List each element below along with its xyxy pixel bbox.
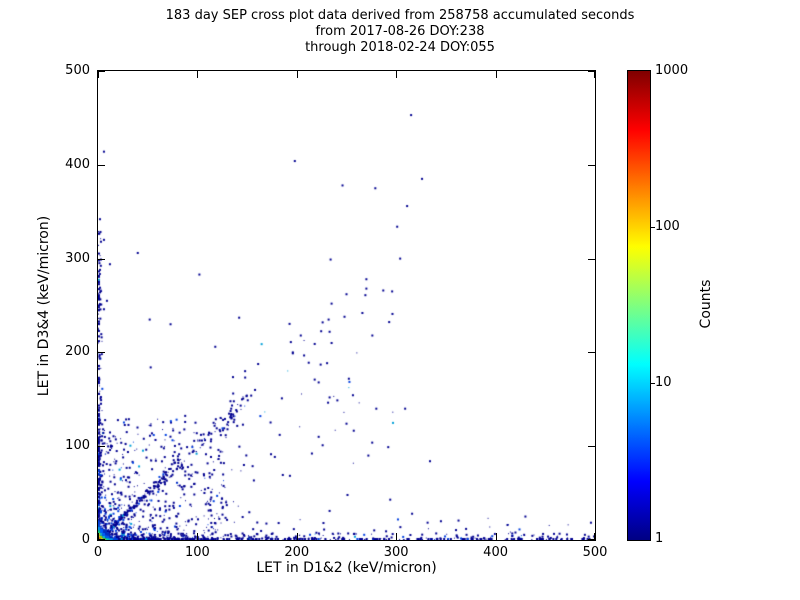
axis-tick bbox=[496, 71, 497, 78]
chart-title-line1: 183 day SEP cross plot data derived from… bbox=[165, 8, 635, 23]
x-tick-label: 0 bbox=[93, 545, 103, 560]
axis-tick bbox=[297, 71, 298, 78]
axis-tick bbox=[98, 71, 99, 78]
y-tick-label: 200 bbox=[65, 344, 90, 360]
colorbar-tick-label: 1 bbox=[655, 531, 664, 546]
colorbar-tick-label: 1000 bbox=[655, 63, 689, 78]
axis-tick bbox=[588, 446, 595, 447]
x-tick-label: 100 bbox=[184, 545, 210, 560]
scatter-canvas bbox=[98, 71, 595, 540]
y-tick-label: 300 bbox=[65, 250, 90, 266]
axis-tick bbox=[98, 259, 105, 260]
plot-area bbox=[97, 70, 596, 541]
colorbar-gradient-canvas bbox=[628, 71, 650, 540]
y-axis-label: LET in D3&4 (keV/micron) bbox=[36, 215, 52, 397]
y-tick-label: 500 bbox=[65, 63, 90, 78]
y-tick-label: 400 bbox=[65, 156, 90, 172]
axis-tick bbox=[594, 533, 595, 540]
colorbar-tick-label: 10 bbox=[655, 375, 672, 390]
axis-tick bbox=[588, 165, 595, 166]
axis-tick bbox=[98, 352, 105, 353]
axis-tick bbox=[588, 539, 595, 540]
colorbar-label: Counts bbox=[698, 279, 714, 329]
chart-title-line3: through 2018-02-24 DOY:055 bbox=[305, 40, 495, 55]
axis-tick bbox=[588, 71, 595, 72]
colorbar-tick bbox=[651, 383, 655, 384]
chart-title-line2: from 2017-08-26 DOY:238 bbox=[315, 24, 485, 39]
y-tick-label: 100 bbox=[65, 438, 90, 454]
axis-tick bbox=[588, 259, 595, 260]
colorbar bbox=[627, 70, 651, 541]
x-tick-label: 200 bbox=[284, 545, 310, 560]
y-tick-label: 0 bbox=[81, 532, 90, 547]
x-axis-label: LET in D1&2 (keV/micron) bbox=[256, 560, 437, 576]
colorbar-tick-label: 100 bbox=[655, 219, 680, 234]
x-tick-label: 300 bbox=[383, 545, 409, 560]
axis-tick bbox=[594, 71, 595, 78]
axis-tick bbox=[396, 533, 397, 540]
axis-tick bbox=[98, 539, 105, 540]
axis-tick bbox=[396, 71, 397, 78]
axis-tick bbox=[197, 533, 198, 540]
axis-tick bbox=[496, 533, 497, 540]
axis-tick bbox=[588, 352, 595, 353]
colorbar-tick bbox=[651, 227, 655, 228]
axis-tick bbox=[197, 71, 198, 78]
axis-tick bbox=[297, 533, 298, 540]
chart-title: 183 day SEP cross plot data derived from… bbox=[0, 8, 800, 56]
axis-tick bbox=[98, 71, 105, 72]
axis-tick bbox=[98, 165, 105, 166]
x-tick-label: 500 bbox=[582, 545, 608, 560]
axis-tick bbox=[98, 533, 99, 540]
axis-tick bbox=[98, 446, 105, 447]
x-tick-label: 400 bbox=[483, 545, 508, 560]
